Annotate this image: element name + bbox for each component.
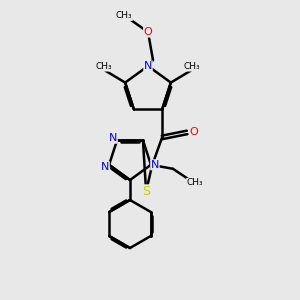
Text: S: S <box>142 185 150 198</box>
Text: N: N <box>109 133 117 143</box>
Text: N: N <box>144 61 152 71</box>
Text: O: O <box>190 128 199 137</box>
Text: CH₃: CH₃ <box>187 178 203 187</box>
Text: O: O <box>144 27 152 37</box>
Text: CH₃: CH₃ <box>184 62 200 71</box>
Text: N: N <box>101 162 109 172</box>
Text: CH₃: CH₃ <box>96 62 112 71</box>
Text: N: N <box>151 160 159 170</box>
Text: CH₃: CH₃ <box>116 11 132 20</box>
